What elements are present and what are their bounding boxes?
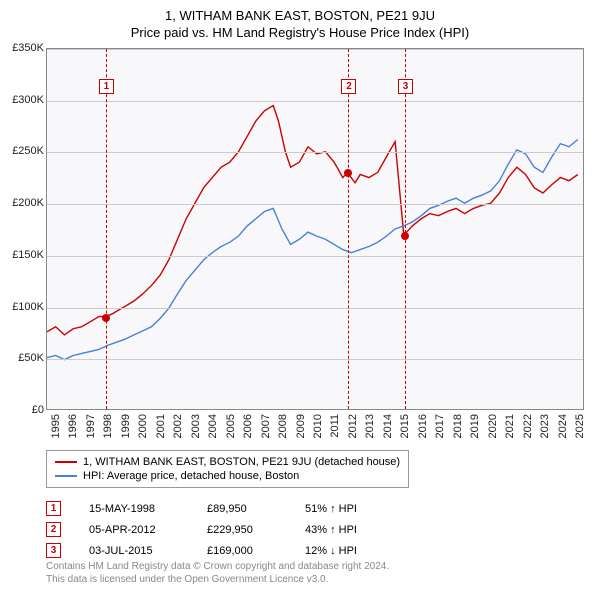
gridline (47, 152, 583, 153)
x-axis-label: 1995 (50, 414, 62, 444)
x-axis-label: 2000 (137, 414, 149, 444)
marker-dot (401, 232, 409, 240)
y-axis-label: £100K (4, 301, 44, 313)
y-axis-label: £350K (4, 42, 44, 54)
marker-line (348, 49, 349, 409)
legend-swatch (55, 475, 77, 477)
chart-container: 1, WITHAM BANK EAST, BOSTON, PE21 9JU Pr… (0, 0, 600, 590)
x-axis-label: 2015 (399, 414, 411, 444)
transaction-price: £229,950 (207, 524, 277, 536)
x-axis-label: 2006 (242, 414, 254, 444)
x-axis-label: 1998 (102, 414, 114, 444)
marker-badge: 2 (341, 79, 356, 94)
footer-attribution: Contains HM Land Registry data © Crown c… (46, 560, 389, 586)
x-axis-label: 2018 (452, 414, 464, 444)
x-axis-label: 2023 (539, 414, 551, 444)
transaction-delta: 43% ↑ HPI (305, 524, 395, 536)
x-axis-label: 2001 (155, 414, 167, 444)
x-axis-label: 2008 (277, 414, 289, 444)
chart-subtitle: Price paid vs. HM Land Registry's House … (0, 23, 600, 44)
transaction-row: 2 05-APR-2012 £229,950 43% ↑ HPI (46, 519, 395, 540)
legend-label: HPI: Average price, detached house, Bost… (83, 470, 299, 482)
transaction-delta: 51% ↑ HPI (305, 503, 395, 515)
transactions-table: 1 15-MAY-1998 £89,950 51% ↑ HPI 2 05-APR-2012… (46, 498, 395, 561)
transaction-badge: 2 (46, 522, 61, 537)
transaction-date: 05-APR-2012 (89, 524, 179, 536)
chart-title: 1, WITHAM BANK EAST, BOSTON, PE21 9JU (0, 0, 600, 23)
legend-row: 1, WITHAM BANK EAST, BOSTON, PE21 9JU (d… (55, 455, 400, 469)
x-axis-label: 2011 (329, 414, 341, 444)
x-axis-label: 1996 (67, 414, 79, 444)
transaction-badge: 3 (46, 543, 61, 558)
transaction-badge: 1 (46, 501, 61, 516)
transaction-price: £89,950 (207, 503, 277, 515)
x-axis-label: 2007 (260, 414, 272, 444)
transaction-delta: 12% ↓ HPI (305, 545, 395, 557)
gridline (47, 308, 583, 309)
y-axis-label: £150K (4, 249, 44, 261)
y-axis-label: £300K (4, 94, 44, 106)
marker-badge: 1 (99, 79, 114, 94)
x-axis-label: 2010 (312, 414, 324, 444)
x-axis-label: 2019 (469, 414, 481, 444)
transaction-price: £169,000 (207, 545, 277, 557)
x-axis-label: 1997 (85, 414, 97, 444)
footer-line-1: Contains HM Land Registry data © Crown c… (46, 560, 389, 573)
gridline (47, 256, 583, 257)
marker-line (405, 49, 406, 409)
series-line (47, 139, 578, 359)
x-axis-label: 2025 (574, 414, 586, 444)
legend-row: HPI: Average price, detached house, Bost… (55, 469, 400, 483)
x-axis-label: 2024 (557, 414, 569, 444)
line-chart-svg (47, 49, 583, 409)
x-axis-label: 2014 (382, 414, 394, 444)
transaction-row: 1 15-MAY-1998 £89,950 51% ↑ HPI (46, 498, 395, 519)
marker-dot (102, 314, 110, 322)
marker-dot (344, 169, 352, 177)
transaction-date: 03-JUL-2015 (89, 545, 179, 557)
legend-swatch (55, 461, 77, 463)
x-axis-label: 2002 (172, 414, 184, 444)
legend-label: 1, WITHAM BANK EAST, BOSTON, PE21 9JU (d… (83, 456, 400, 468)
plot-area: 1 2 3 (46, 48, 584, 410)
y-axis-label: £50K (4, 352, 44, 364)
gridline (47, 49, 583, 50)
series-line (47, 106, 578, 335)
x-axis-label: 2020 (487, 414, 499, 444)
x-axis-label: 2012 (347, 414, 359, 444)
y-axis-label: £200K (4, 197, 44, 209)
x-axis-label: 2013 (364, 414, 376, 444)
x-axis-label: 2004 (207, 414, 219, 444)
transaction-date: 15-MAY-1998 (89, 503, 179, 515)
x-axis-label: 2017 (434, 414, 446, 444)
x-axis-label: 2005 (225, 414, 237, 444)
gridline (47, 204, 583, 205)
transaction-row: 3 03-JUL-2015 £169,000 12% ↓ HPI (46, 540, 395, 561)
legend: 1, WITHAM BANK EAST, BOSTON, PE21 9JU (d… (46, 450, 409, 488)
x-axis-label: 2003 (190, 414, 202, 444)
y-axis-label: £250K (4, 145, 44, 157)
gridline (47, 359, 583, 360)
marker-line (106, 49, 107, 409)
x-axis-label: 2021 (504, 414, 516, 444)
gridline (47, 101, 583, 102)
x-axis-label: 2016 (417, 414, 429, 444)
x-axis-label: 2009 (295, 414, 307, 444)
y-axis-label: £0 (4, 404, 44, 416)
footer-line-2: This data is licensed under the Open Gov… (46, 573, 389, 586)
x-axis-label: 1999 (120, 414, 132, 444)
marker-badge: 3 (398, 79, 413, 94)
x-axis-label: 2022 (522, 414, 534, 444)
